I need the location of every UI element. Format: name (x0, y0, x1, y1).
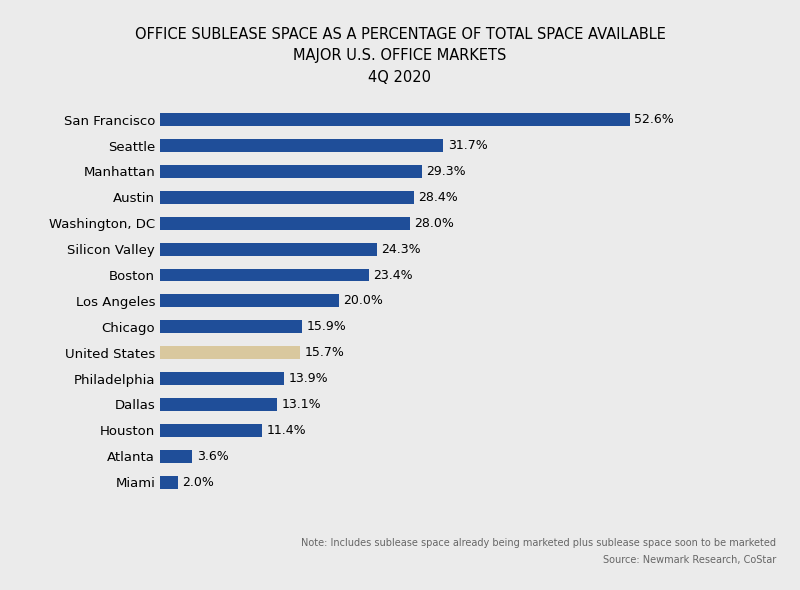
Text: Source: Newmark Research, CoStar: Source: Newmark Research, CoStar (602, 555, 776, 565)
Text: 15.7%: 15.7% (305, 346, 345, 359)
Bar (160, 217, 410, 230)
Text: 13.9%: 13.9% (289, 372, 328, 385)
Bar (160, 320, 302, 333)
Bar (160, 139, 443, 152)
Text: 11.4%: 11.4% (266, 424, 306, 437)
Bar (160, 424, 262, 437)
Bar (160, 372, 284, 385)
Text: 13.1%: 13.1% (282, 398, 321, 411)
Text: 15.9%: 15.9% (306, 320, 346, 333)
Text: OFFICE SUBLEASE SPACE AS A PERCENTAGE OF TOTAL SPACE AVAILABLE: OFFICE SUBLEASE SPACE AS A PERCENTAGE OF… (134, 27, 666, 41)
Text: 20.0%: 20.0% (343, 294, 383, 307)
Text: 28.4%: 28.4% (418, 191, 458, 204)
Text: 52.6%: 52.6% (634, 113, 674, 126)
Bar (160, 113, 630, 126)
Text: 24.3%: 24.3% (382, 242, 421, 255)
Text: 31.7%: 31.7% (448, 139, 487, 152)
Bar (160, 476, 178, 489)
Text: 28.0%: 28.0% (414, 217, 454, 230)
Text: 2.0%: 2.0% (182, 476, 214, 489)
Bar (160, 294, 338, 307)
Text: 3.6%: 3.6% (197, 450, 228, 463)
Bar (160, 268, 369, 281)
Text: 23.4%: 23.4% (374, 268, 413, 281)
Text: 29.3%: 29.3% (426, 165, 466, 178)
Bar (160, 165, 422, 178)
Bar (160, 398, 277, 411)
Text: 4Q 2020: 4Q 2020 (369, 70, 431, 84)
Bar (160, 191, 414, 204)
Bar (160, 450, 192, 463)
Bar (160, 242, 377, 255)
Text: Note: Includes sublease space already being marketed plus sublease space soon to: Note: Includes sublease space already be… (301, 537, 776, 548)
Bar (160, 346, 300, 359)
Text: MAJOR U.S. OFFICE MARKETS: MAJOR U.S. OFFICE MARKETS (294, 48, 506, 63)
